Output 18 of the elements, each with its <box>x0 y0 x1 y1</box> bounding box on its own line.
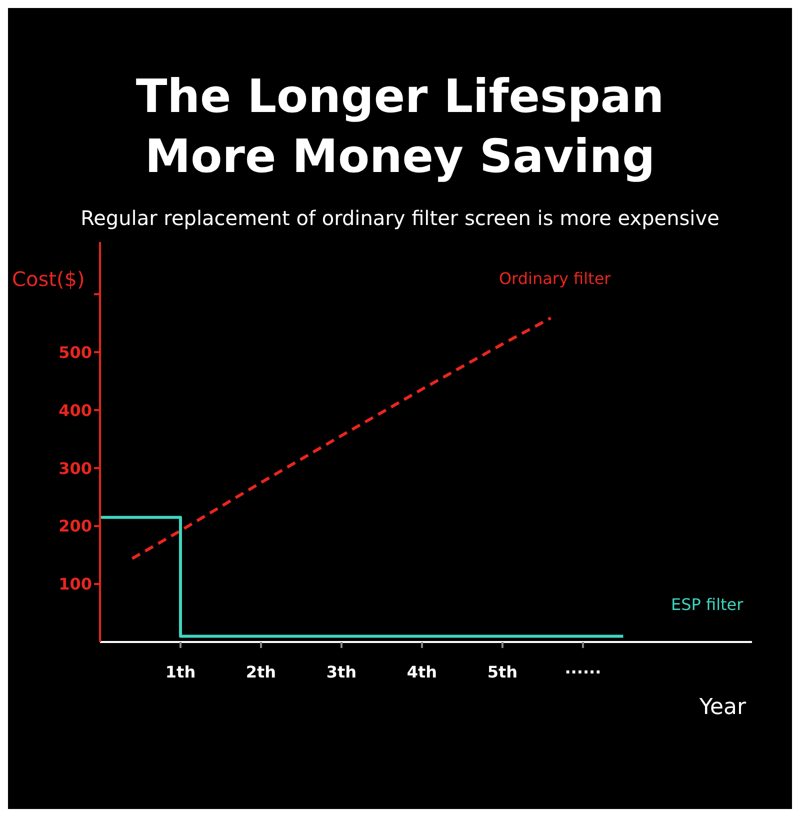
chart-subtitle: Regular replacement of ordinary filter screen is more expensive <box>80 206 720 230</box>
x-tick-label: ······ <box>564 662 602 682</box>
y-axis-title: Cost($) <box>12 267 85 292</box>
x-tick-label: 1th <box>165 662 196 682</box>
y-tick-label: 400 <box>58 400 92 420</box>
x-tick-label: 3th <box>326 662 357 682</box>
text: ESP filter <box>670 595 744 614</box>
y-tick-label: 100 <box>58 574 92 594</box>
x-tick-label: 5th <box>487 662 518 682</box>
y-tick-label: 500 <box>58 342 92 362</box>
text: Ordinary filter <box>498 268 612 288</box>
y-tick-label: 200 <box>58 516 92 536</box>
chart-title: The Longer Lifespan More Money Saving <box>134 68 666 185</box>
x-tick-label: 2th <box>246 662 276 682</box>
line-series <box>130 316 552 560</box>
x-axis-title: Year <box>698 695 747 720</box>
y-tick-label: 300 <box>58 458 92 478</box>
x-tick-label: 4th <box>406 662 438 682</box>
